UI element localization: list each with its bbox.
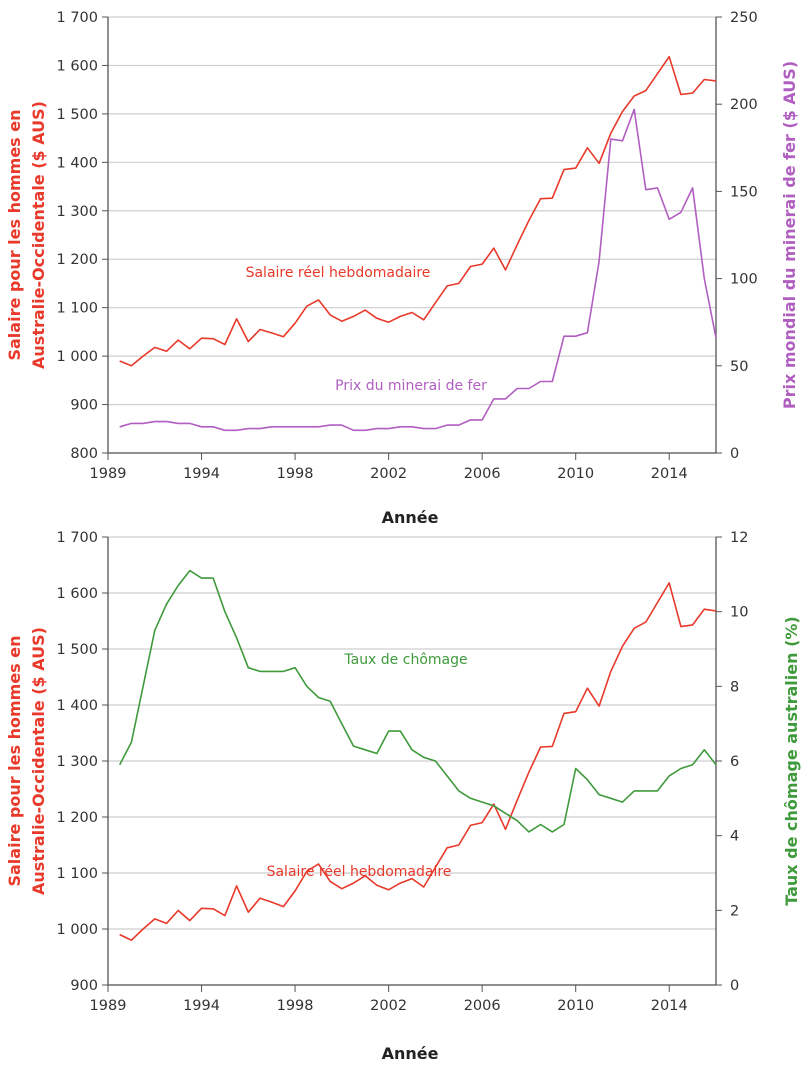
x-tick-label: 1998 xyxy=(277,998,314,1014)
y-tick-label-right: 6 xyxy=(730,754,739,770)
y-axis-title-left: Salaire pour les hommes en xyxy=(5,635,24,886)
y-tick-label-left: 1 500 xyxy=(56,642,98,658)
y-tick-label-left: 900 xyxy=(70,398,98,414)
x-tick-label: 1994 xyxy=(183,466,220,482)
y-tick-label-left: 1 200 xyxy=(56,810,98,826)
x-tick-label: 2002 xyxy=(370,466,407,482)
x-tick-label: 2010 xyxy=(557,998,594,1014)
y-tick-label-right: 12 xyxy=(730,530,748,546)
series-label-wage: Salaire réel hebdomadaire xyxy=(246,265,431,281)
chart-panel-2: 900 1 000 1 100 1 200 1 300 1 400 1 500 1 600 1 … xyxy=(5,530,801,1063)
series-line-iron xyxy=(119,108,717,432)
y-tick-label-left: 1 400 xyxy=(56,155,98,171)
y-tick-label-right: 10 xyxy=(730,605,748,621)
y-tick-label-left: 800 xyxy=(70,446,98,462)
x-tick-label: 2014 xyxy=(651,466,688,482)
x-axis-title: Année xyxy=(382,1044,439,1063)
y-tick-label-left: 1 700 xyxy=(56,530,98,546)
y-tick-label-left: 1 200 xyxy=(56,252,98,268)
y-tick-label-left: 1 400 xyxy=(56,698,98,714)
y-tick-label-left: 900 xyxy=(70,978,98,994)
y-tick-label-right: 4 xyxy=(730,829,739,845)
y-tick-label-right: 8 xyxy=(730,679,739,695)
y-tick-label-left: 1 100 xyxy=(56,866,98,882)
y-tick-label-right: 50 xyxy=(730,359,748,375)
series-label-unemployment: Taux de chômage xyxy=(343,652,467,668)
y-tick-label-right: 150 xyxy=(730,184,758,200)
x-tick-label: 2006 xyxy=(464,998,501,1014)
y-axis-title-left: Australie-Occidentale ($ AUS) xyxy=(29,101,48,369)
y-tick-label-right: 200 xyxy=(730,97,758,113)
x-tick-label: 1998 xyxy=(277,466,314,482)
y-tick-label-right: 0 xyxy=(730,978,739,994)
x-tick-label: 1994 xyxy=(183,998,220,1014)
y-tick-label-left: 1 700 xyxy=(56,10,98,26)
series-label-wage: Salaire réel hebdomadaire xyxy=(267,864,452,880)
y-tick-label-left: 1 000 xyxy=(56,349,98,365)
y-axis-title-left: Australie-Occidentale ($ AUS) xyxy=(29,627,48,895)
chart-panel-1: 800 900 1 000 1 100 1 200 1 300 1 400 1 500 1 60… xyxy=(5,10,799,527)
x-axis-title: Année xyxy=(382,508,439,527)
x-tick-label: 2014 xyxy=(651,998,688,1014)
y-tick-label-right: 2 xyxy=(730,903,739,919)
y-axis-title-left: Salaire pour les hommes en xyxy=(5,109,24,360)
series-line-unemployment xyxy=(118,569,717,833)
x-tick-label: 1989 xyxy=(90,998,127,1014)
y-tick-label-left: 1 300 xyxy=(56,204,98,220)
y-tick-label-left: 1 600 xyxy=(56,58,98,74)
series-line-wage xyxy=(119,582,717,942)
x-tick-label: 2002 xyxy=(370,998,407,1014)
y-tick-label-right: 100 xyxy=(730,272,758,288)
y-tick-label-left: 1 000 xyxy=(56,922,98,938)
y-axis-title-right: Prix mondial du minerai de fer ($ AUS) xyxy=(780,61,799,409)
y-tick-label-left: 1 100 xyxy=(56,301,98,317)
series-label-iron: Prix du minerai de fer xyxy=(335,378,487,394)
y-tick-label-left: 1 600 xyxy=(56,586,98,602)
y-tick-label-left: 1 300 xyxy=(56,754,98,770)
y-axis-title-right: Taux de chômage australien (%) xyxy=(782,616,801,906)
x-tick-label: 1989 xyxy=(90,466,127,482)
x-tick-label: 2006 xyxy=(464,466,501,482)
y-tick-label-left: 1 500 xyxy=(56,107,98,123)
y-tick-label-right: 250 xyxy=(730,10,758,26)
series-line-wage xyxy=(119,55,717,367)
y-tick-label-right: 0 xyxy=(730,446,739,462)
x-tick-label: 2010 xyxy=(557,466,594,482)
